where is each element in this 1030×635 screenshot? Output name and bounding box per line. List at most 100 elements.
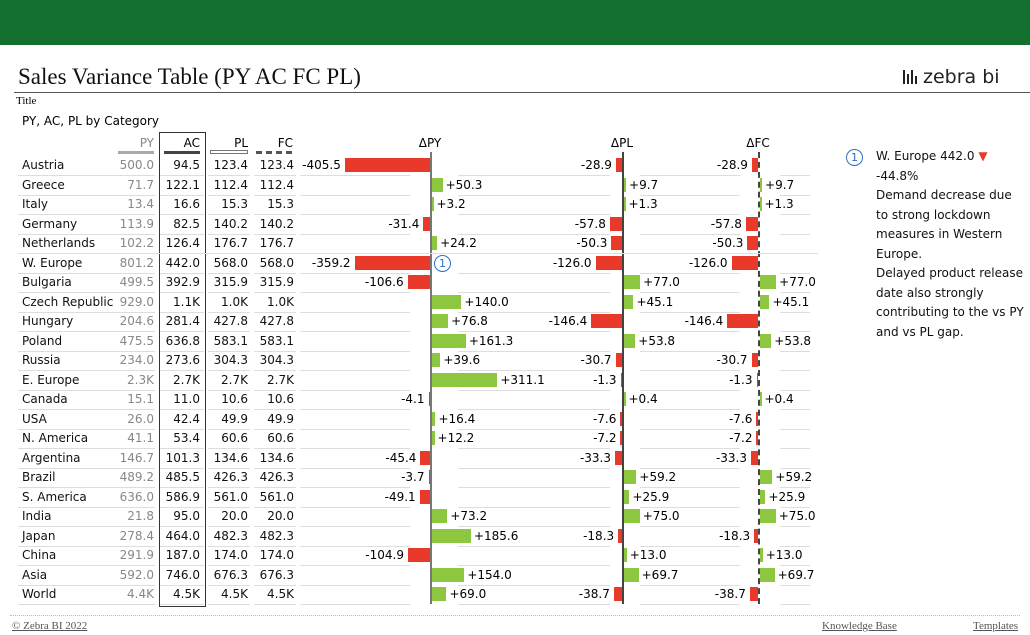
dfc-bar xyxy=(731,255,758,270)
cell-fc: 2.7K xyxy=(267,372,294,387)
row-divider xyxy=(254,194,296,196)
dfc-value-label: +45.1 xyxy=(772,294,810,309)
row-divider xyxy=(110,487,155,488)
dpl-bar xyxy=(611,236,622,250)
row-divider xyxy=(254,175,296,176)
row-divider xyxy=(254,311,296,313)
dpl-bar xyxy=(624,489,630,504)
row-divider xyxy=(780,272,810,274)
dpy-value-label: -104.9 xyxy=(365,548,404,562)
group-divider xyxy=(18,252,818,254)
cell-ac: 273.6 xyxy=(165,353,200,367)
row-divider xyxy=(160,292,204,293)
comment-marker[interactable]: 1 xyxy=(846,149,863,166)
row-divider xyxy=(18,389,113,391)
templates-link[interactable]: Templates xyxy=(973,620,1019,632)
row-divider xyxy=(690,506,740,508)
row-label: Poland xyxy=(22,333,63,348)
row-divider xyxy=(110,584,155,586)
row-divider xyxy=(18,253,113,254)
row-divider xyxy=(160,409,204,410)
down-triangle-icon: ▼ xyxy=(978,149,988,163)
row-divider xyxy=(300,467,410,469)
row-divider xyxy=(110,253,155,254)
row-divider xyxy=(254,448,296,449)
cell-fc: 123.4 xyxy=(259,158,294,172)
row-divider xyxy=(300,389,410,391)
dfc-bar xyxy=(760,489,766,504)
row-divider xyxy=(254,487,296,488)
row-divider xyxy=(300,604,410,605)
row-divider xyxy=(208,409,250,410)
row-divider xyxy=(110,526,155,527)
row-divider xyxy=(110,428,155,430)
row-label: World xyxy=(22,587,57,601)
row-divider xyxy=(18,448,113,449)
header-py: PY xyxy=(139,136,154,150)
dpl-bar xyxy=(613,587,622,601)
row-divider xyxy=(300,331,410,332)
row-divider xyxy=(208,272,250,274)
row-divider xyxy=(780,604,810,605)
dpy-value-label: +24.2 xyxy=(440,236,477,250)
cell-py: 499.5 xyxy=(119,275,154,289)
dpl-bar xyxy=(595,255,622,270)
annotation-marker[interactable]: 1 xyxy=(434,254,451,272)
row-divider xyxy=(300,506,410,508)
cell-pl: 315.9 xyxy=(213,275,248,289)
row-label: E. Europe xyxy=(22,372,80,387)
row-divider xyxy=(458,175,578,176)
dpy-bar xyxy=(432,333,466,348)
row-divider xyxy=(458,448,578,449)
row-divider xyxy=(18,214,113,215)
py-legend-mark xyxy=(118,151,154,154)
row-divider xyxy=(458,311,578,313)
dfc-bar xyxy=(751,158,758,172)
row-divider xyxy=(18,292,113,293)
row-divider xyxy=(110,370,155,371)
row-divider xyxy=(300,545,410,547)
row-divider xyxy=(458,467,578,469)
dpy-bar xyxy=(432,177,443,192)
cell-py: 4.4K xyxy=(127,587,154,601)
row-divider xyxy=(208,194,250,196)
dpy-bar xyxy=(432,509,448,523)
dfc-value-label: +53.8 xyxy=(774,333,812,348)
header-pl: PL xyxy=(234,136,248,150)
row-label: Canada xyxy=(22,392,68,406)
row-divider xyxy=(540,272,610,274)
cell-pl: 20.0 xyxy=(221,509,248,523)
row-divider xyxy=(254,272,296,274)
dfc-bar xyxy=(760,392,762,406)
cell-py: 204.6 xyxy=(119,314,154,328)
row-divider xyxy=(160,584,204,586)
row-divider xyxy=(690,311,740,313)
cell-pl: 174.0 xyxy=(213,548,248,562)
ac-column-highlight xyxy=(159,132,206,607)
row-divider xyxy=(780,370,810,371)
row-divider xyxy=(208,506,250,508)
row-divider xyxy=(254,331,296,332)
dpl-value-label: +45.1 xyxy=(636,294,674,309)
knowledge-base-link[interactable]: Knowledge Base xyxy=(822,620,897,632)
dpy-bar xyxy=(407,275,430,289)
row-divider xyxy=(458,506,578,508)
dpl-bar xyxy=(620,372,622,387)
cell-pl: 15.3 xyxy=(221,197,248,211)
row-divider xyxy=(208,545,250,547)
row-divider xyxy=(254,565,296,566)
row-label: Argentina xyxy=(22,450,81,465)
cell-ac: 392.9 xyxy=(165,275,200,289)
dpl-value-label: -126.0 xyxy=(552,255,592,270)
row-label: N. America xyxy=(22,431,89,445)
row-divider xyxy=(780,253,810,254)
cell-py: 15.1 xyxy=(127,392,154,406)
dpy-value-label: +311.1 xyxy=(500,372,545,387)
cell-fc: 304.3 xyxy=(259,353,294,367)
row-divider xyxy=(300,175,410,176)
copyright-link[interactable]: © Zebra BI 2022 xyxy=(12,620,88,632)
row-divider xyxy=(300,272,410,274)
dpl-bar xyxy=(624,333,636,348)
row-divider xyxy=(780,409,810,410)
dpy-axis xyxy=(430,152,432,604)
